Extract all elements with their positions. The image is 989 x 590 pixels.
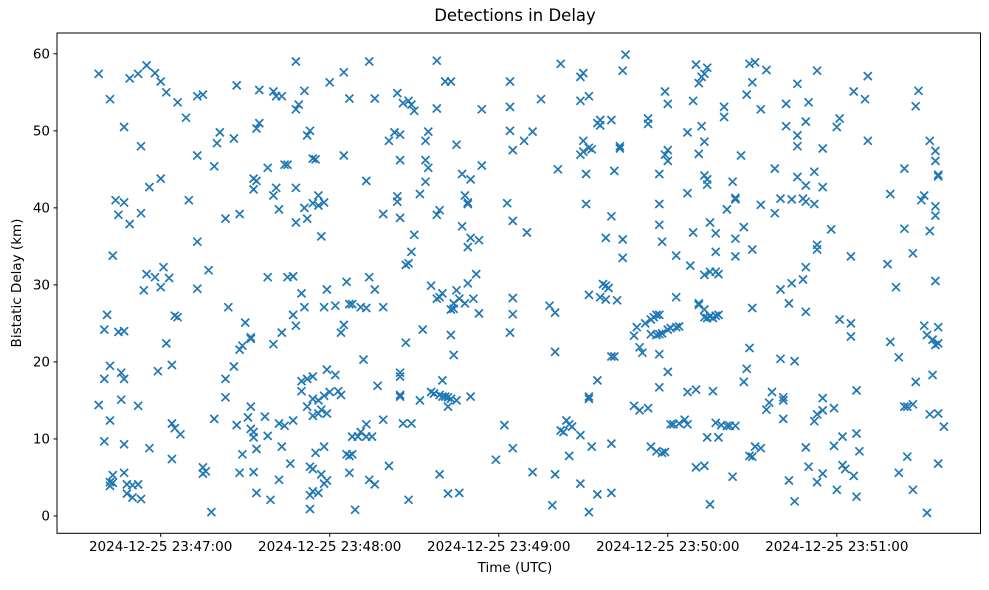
x-axis: 2024-12-25 23:47:00 2024-12-25 23:48:00 20… xyxy=(89,533,909,555)
y-tick-label: 0 xyxy=(41,509,50,525)
scatter-points xyxy=(94,49,949,518)
x-tick-label: 2024-12-25 23:51:00 xyxy=(765,539,908,555)
y-tick-label: 30 xyxy=(33,278,50,294)
chart-title: Detections in Delay xyxy=(434,6,596,25)
y-tick-label: 50 xyxy=(33,124,50,140)
x-tick-label: 2024-12-25 23:48:00 xyxy=(258,539,401,555)
y-tick-label: 20 xyxy=(33,355,50,371)
y-axis: 0 10 20 30 40 50 60 xyxy=(33,46,57,525)
y-tick-label: 10 xyxy=(33,432,50,448)
x-tick-label: 2024-12-25 23:49:00 xyxy=(427,539,570,555)
x-tick-label: 2024-12-25 23:47:00 xyxy=(89,539,232,555)
x-tick-label: 2024-12-25 23:50:00 xyxy=(596,539,739,555)
plot-area xyxy=(56,32,981,534)
y-tick-label: 60 xyxy=(33,46,50,62)
x-axis-label: Time (UTC) xyxy=(477,560,553,576)
y-tick-label: 40 xyxy=(33,201,50,217)
